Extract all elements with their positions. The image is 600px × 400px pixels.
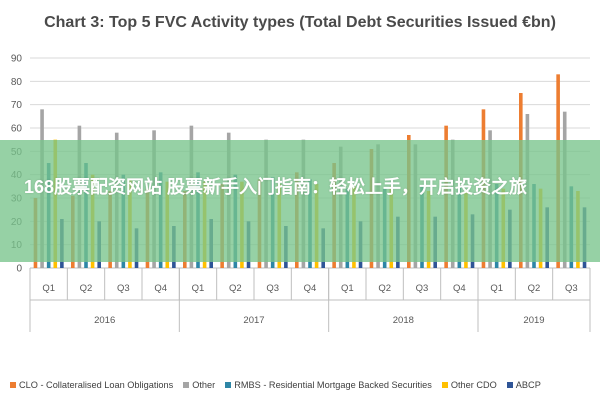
legend-label: CLO - Collateralised Loan Obligations xyxy=(19,380,174,390)
legend-swatch xyxy=(183,382,190,388)
x-tick-label: Q4 xyxy=(154,283,167,294)
legend-swatch xyxy=(441,382,448,388)
legend-label: ABCP xyxy=(515,380,541,390)
legend-item: Other xyxy=(183,380,215,390)
x-tick-label: Q3 xyxy=(266,283,279,294)
legend-swatch xyxy=(225,382,232,388)
legend-item: RMBS - Residential Mortgage Backed Secur… xyxy=(225,380,432,390)
x-tick-label: Q2 xyxy=(528,283,541,294)
x-tick-label: Q3 xyxy=(565,283,578,294)
legend-item: ABCP xyxy=(506,380,541,390)
x-tick-label: Q1 xyxy=(341,283,354,294)
x-tick-label: Q1 xyxy=(490,283,503,294)
y-tick-label: 0 xyxy=(16,264,22,275)
watermark-overlay xyxy=(0,140,600,262)
y-tick-label: 90 xyxy=(11,54,23,65)
year-label: 2018 xyxy=(393,315,414,326)
legend-swatch xyxy=(10,382,16,388)
legend-label: Other CDO xyxy=(450,380,497,390)
x-tick-label: Q3 xyxy=(416,283,429,294)
chart-title: Chart 3: Top 5 FVC Activity types (Total… xyxy=(44,14,556,31)
year-label: 2016 xyxy=(94,315,115,326)
y-tick-label: 70 xyxy=(11,100,23,111)
x-tick-label: Q2 xyxy=(378,283,391,294)
legend-item: Other CDO xyxy=(441,380,497,390)
year-label: 2019 xyxy=(523,315,544,326)
legend-label: Other xyxy=(192,380,216,390)
legend-swatch xyxy=(506,382,513,388)
legend-item: CLO - Collateralised Loan Obligations xyxy=(10,380,173,390)
x-tick-label: Q4 xyxy=(453,283,466,294)
legend-label: RMBS - Residential Mortgage Backed Secur… xyxy=(234,380,432,390)
x-tick-label: Q2 xyxy=(80,283,93,294)
x-tick-label: Q1 xyxy=(192,283,205,294)
x-tick-label: Q1 xyxy=(42,283,55,294)
x-tick-label: Q4 xyxy=(304,283,317,294)
year-label: 2017 xyxy=(243,315,264,326)
x-tick-label: Q2 xyxy=(229,283,242,294)
watermark-text: 168股票配资网站 股票新手入门指南：轻松上手，开启投资之旅 xyxy=(24,177,528,197)
y-tick-label: 80 xyxy=(11,77,23,88)
x-tick-label: Q3 xyxy=(117,283,130,294)
legend: CLO - Collateralised Loan Obligations Oth… xyxy=(10,376,600,394)
x-axis: Q1 Q2 Q3 Q4 Q1 Q2 Q3 Q4 Q1 Q2 Q3 Q4 Q1 Q2 Q3 2016 2017 20… xyxy=(29,268,591,332)
y-tick-label: 60 xyxy=(11,124,23,135)
